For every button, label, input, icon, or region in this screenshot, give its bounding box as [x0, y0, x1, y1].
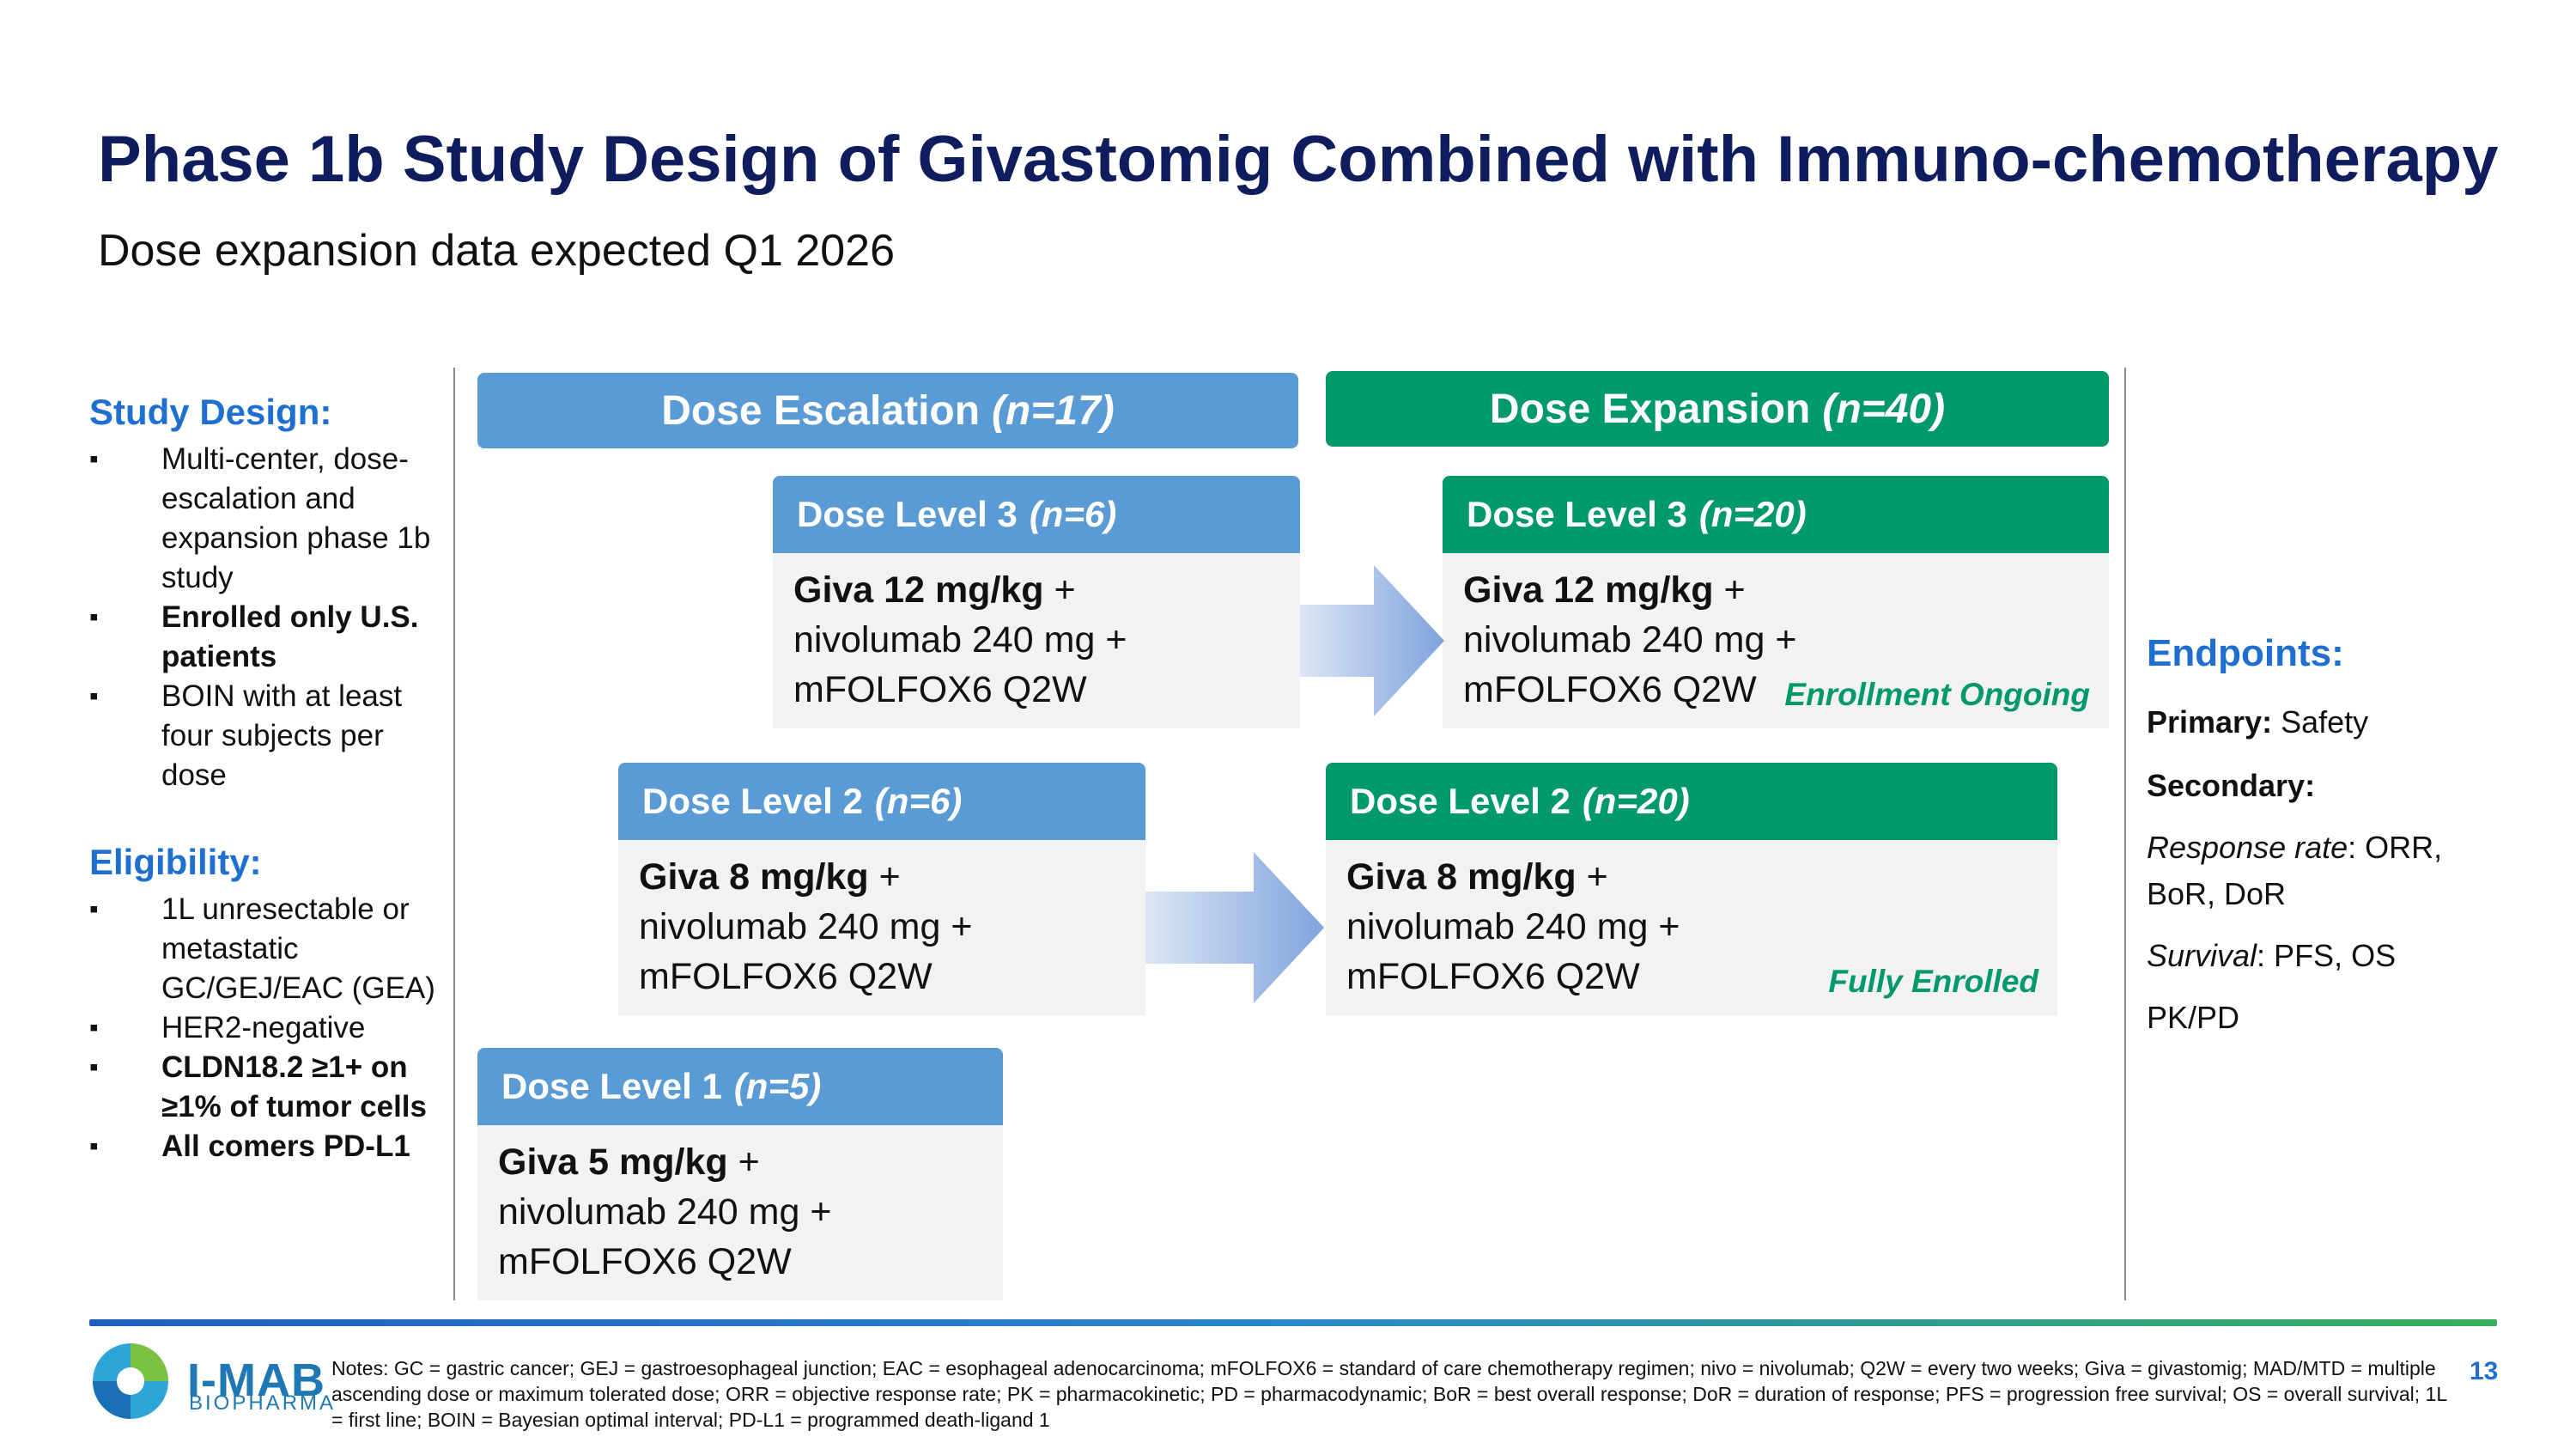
drug-dose: Giva 12 mg/kg	[1463, 569, 1714, 611]
dose-expansion-label: Dose Expansion	[1489, 386, 1811, 432]
list-item: CLDN18.2 ≥1+ on ≥1% of tumor cells	[89, 1048, 450, 1127]
card-header: Dose Level 1 (n=5)	[477, 1048, 1003, 1125]
dose-escalation-n: (n=17)	[992, 387, 1115, 434]
plus-sign: +	[1713, 569, 1746, 611]
endpoint-survival-value: : PFS, OS	[2257, 938, 2397, 973]
endpoint-response-rate-cont: BoR, DoR	[2147, 876, 2287, 911]
card-title: Dose Level 2	[642, 781, 863, 821]
escalation-dose-level-1: Dose Level 1 (n=5) Giva 5 mg/kg + nivolum…	[477, 1048, 1003, 1300]
regimen-line: nivolumab 240 mg +	[793, 619, 1127, 661]
footnotes: Notes: GC = gastric cancer; GEJ = gastro…	[331, 1357, 2447, 1431]
endpoint-primary-label: Primary:	[2147, 704, 2273, 740]
plus-sign: +	[868, 856, 901, 898]
list-item: HER2-negative	[89, 1008, 450, 1048]
page-title: Phase 1b Study Design of Givastomig Comb…	[98, 123, 2499, 196]
company-logo-text: I-MAB	[187, 1355, 325, 1406]
company-logo-subtext: BIOPHARMA	[189, 1391, 337, 1415]
endpoint-response-label: Response rate	[2147, 830, 2348, 865]
regimen-line: mFOLFOX6 Q2W	[793, 669, 1087, 710]
card-body: Giva 8 mg/kg + nivolumab 240 mg + mFOLFO…	[1326, 840, 2057, 1015]
card-n: (n=20)	[1698, 494, 1807, 534]
endpoint-pkpd: PK/PD	[2147, 1000, 2240, 1035]
card-body: Giva 12 mg/kg + nivolumab 240 mg + mFOLF…	[773, 553, 1300, 728]
endpoint-response-rate: Response rate: ORR,	[2147, 830, 2442, 866]
list-item: BOIN with at least four subjects per dos…	[89, 677, 450, 795]
endpoint-survival-label: Survival	[2147, 938, 2257, 973]
card-header: Dose Level 2 (n=6)	[618, 763, 1145, 840]
footer-divider	[89, 1319, 2497, 1326]
endpoint-response-value: : ORR,	[2348, 830, 2443, 865]
endpoint-survival: Survival: PFS, OS	[2147, 938, 2396, 974]
regimen-line: mFOLFOX6 Q2W	[1346, 956, 1640, 997]
endpoint-primary-value: Safety	[2272, 704, 2369, 740]
card-body: Giva 12 mg/kg + nivolumab 240 mg + mFOLF…	[1443, 553, 2109, 728]
card-n: (n=5)	[733, 1066, 822, 1106]
drug-dose: Giva 8 mg/kg	[1346, 856, 1577, 898]
page-number: 13	[2470, 1357, 2499, 1385]
eligibility-list: 1L unresectable or metastatic GC/GEJ/EAC…	[89, 890, 450, 1166]
card-body: Giva 5 mg/kg + nivolumab 240 mg + mFOLFO…	[477, 1125, 1003, 1300]
arrow-right-icon	[1145, 852, 1324, 1003]
endpoint-secondary: Secondary:	[2147, 768, 2315, 804]
regimen-line: mFOLFOX6 Q2W	[498, 1241, 792, 1282]
drug-dose: Giva 5 mg/kg	[498, 1142, 728, 1183]
dose-escalation-label: Dose Escalation	[661, 387, 981, 434]
regimen-line: nivolumab 240 mg +	[1463, 619, 1797, 661]
list-item: All comers PD-L1	[89, 1127, 450, 1166]
card-title: Dose Level 2	[1350, 781, 1571, 821]
card-title: Dose Level 3	[1467, 494, 1687, 534]
card-title: Dose Level 1	[501, 1066, 722, 1106]
endpoint-secondary-label: Secondary:	[2147, 768, 2316, 803]
card-n: (n=6)	[874, 781, 963, 821]
list-item: Enrolled only U.S. patients	[89, 598, 450, 677]
company-logo-icon	[93, 1343, 168, 1419]
card-header: Dose Level 3 (n=20)	[1443, 476, 2109, 553]
drug-dose: Giva 12 mg/kg	[793, 569, 1044, 611]
study-design-list: Multi-center, dose-escalation and expans…	[89, 440, 450, 795]
regimen-line: nivolumab 240 mg +	[498, 1191, 832, 1233]
card-n: (n=6)	[1029, 494, 1117, 534]
plus-sign: +	[1576, 856, 1608, 898]
divider-right	[2124, 368, 2126, 1300]
regimen-line: mFOLFOX6 Q2W	[1463, 669, 1757, 710]
regimen-line: mFOLFOX6 Q2W	[639, 956, 933, 997]
expansion-dose-level-3: Dose Level 3 (n=20) Giva 12 mg/kg + nivol…	[1443, 476, 2109, 728]
escalation-dose-level-3: Dose Level 3 (n=6) Giva 12 mg/kg + nivolu…	[773, 476, 1300, 728]
endpoints-heading: Endpoints:	[2147, 632, 2344, 674]
list-item: 1L unresectable or metastatic GC/GEJ/EAC…	[89, 890, 450, 1008]
eligibility-heading: Eligibility:	[89, 842, 262, 882]
escalation-dose-level-2: Dose Level 2 (n=6) Giva 8 mg/kg + nivolum…	[618, 763, 1145, 1015]
card-title: Dose Level 3	[797, 494, 1018, 534]
enrollment-status: Enrollment Ongoing	[1784, 677, 2090, 712]
list-item: Multi-center, dose-escalation and expans…	[89, 440, 450, 598]
drug-dose: Giva 8 mg/kg	[639, 856, 869, 898]
page-subtitle: Dose expansion data expected Q1 2026	[98, 226, 896, 276]
expansion-dose-level-2: Dose Level 2 (n=20) Giva 8 mg/kg + nivolu…	[1326, 763, 2057, 1015]
divider-left	[453, 368, 455, 1300]
dose-escalation-header: Dose Escalation (n=17)	[477, 373, 1298, 448]
enrollment-status: Fully Enrolled	[1828, 964, 2038, 999]
dose-expansion-n: (n=40)	[1822, 386, 1946, 432]
study-design-heading: Study Design:	[89, 392, 332, 432]
regimen-line: nivolumab 240 mg +	[639, 906, 973, 947]
card-header: Dose Level 2 (n=20)	[1326, 763, 2057, 840]
plus-sign: +	[1043, 569, 1076, 611]
card-header: Dose Level 3 (n=6)	[773, 476, 1300, 553]
endpoint-primary: Primary: Safety	[2147, 704, 2368, 740]
arrow-right-icon	[1300, 565, 1444, 716]
card-body: Giva 8 mg/kg + nivolumab 240 mg + mFOLFO…	[618, 840, 1145, 1015]
regimen-line: nivolumab 240 mg +	[1346, 906, 1680, 947]
card-n: (n=20)	[1582, 781, 1690, 821]
dose-expansion-header: Dose Expansion (n=40)	[1326, 371, 2109, 447]
plus-sign: +	[727, 1142, 760, 1183]
